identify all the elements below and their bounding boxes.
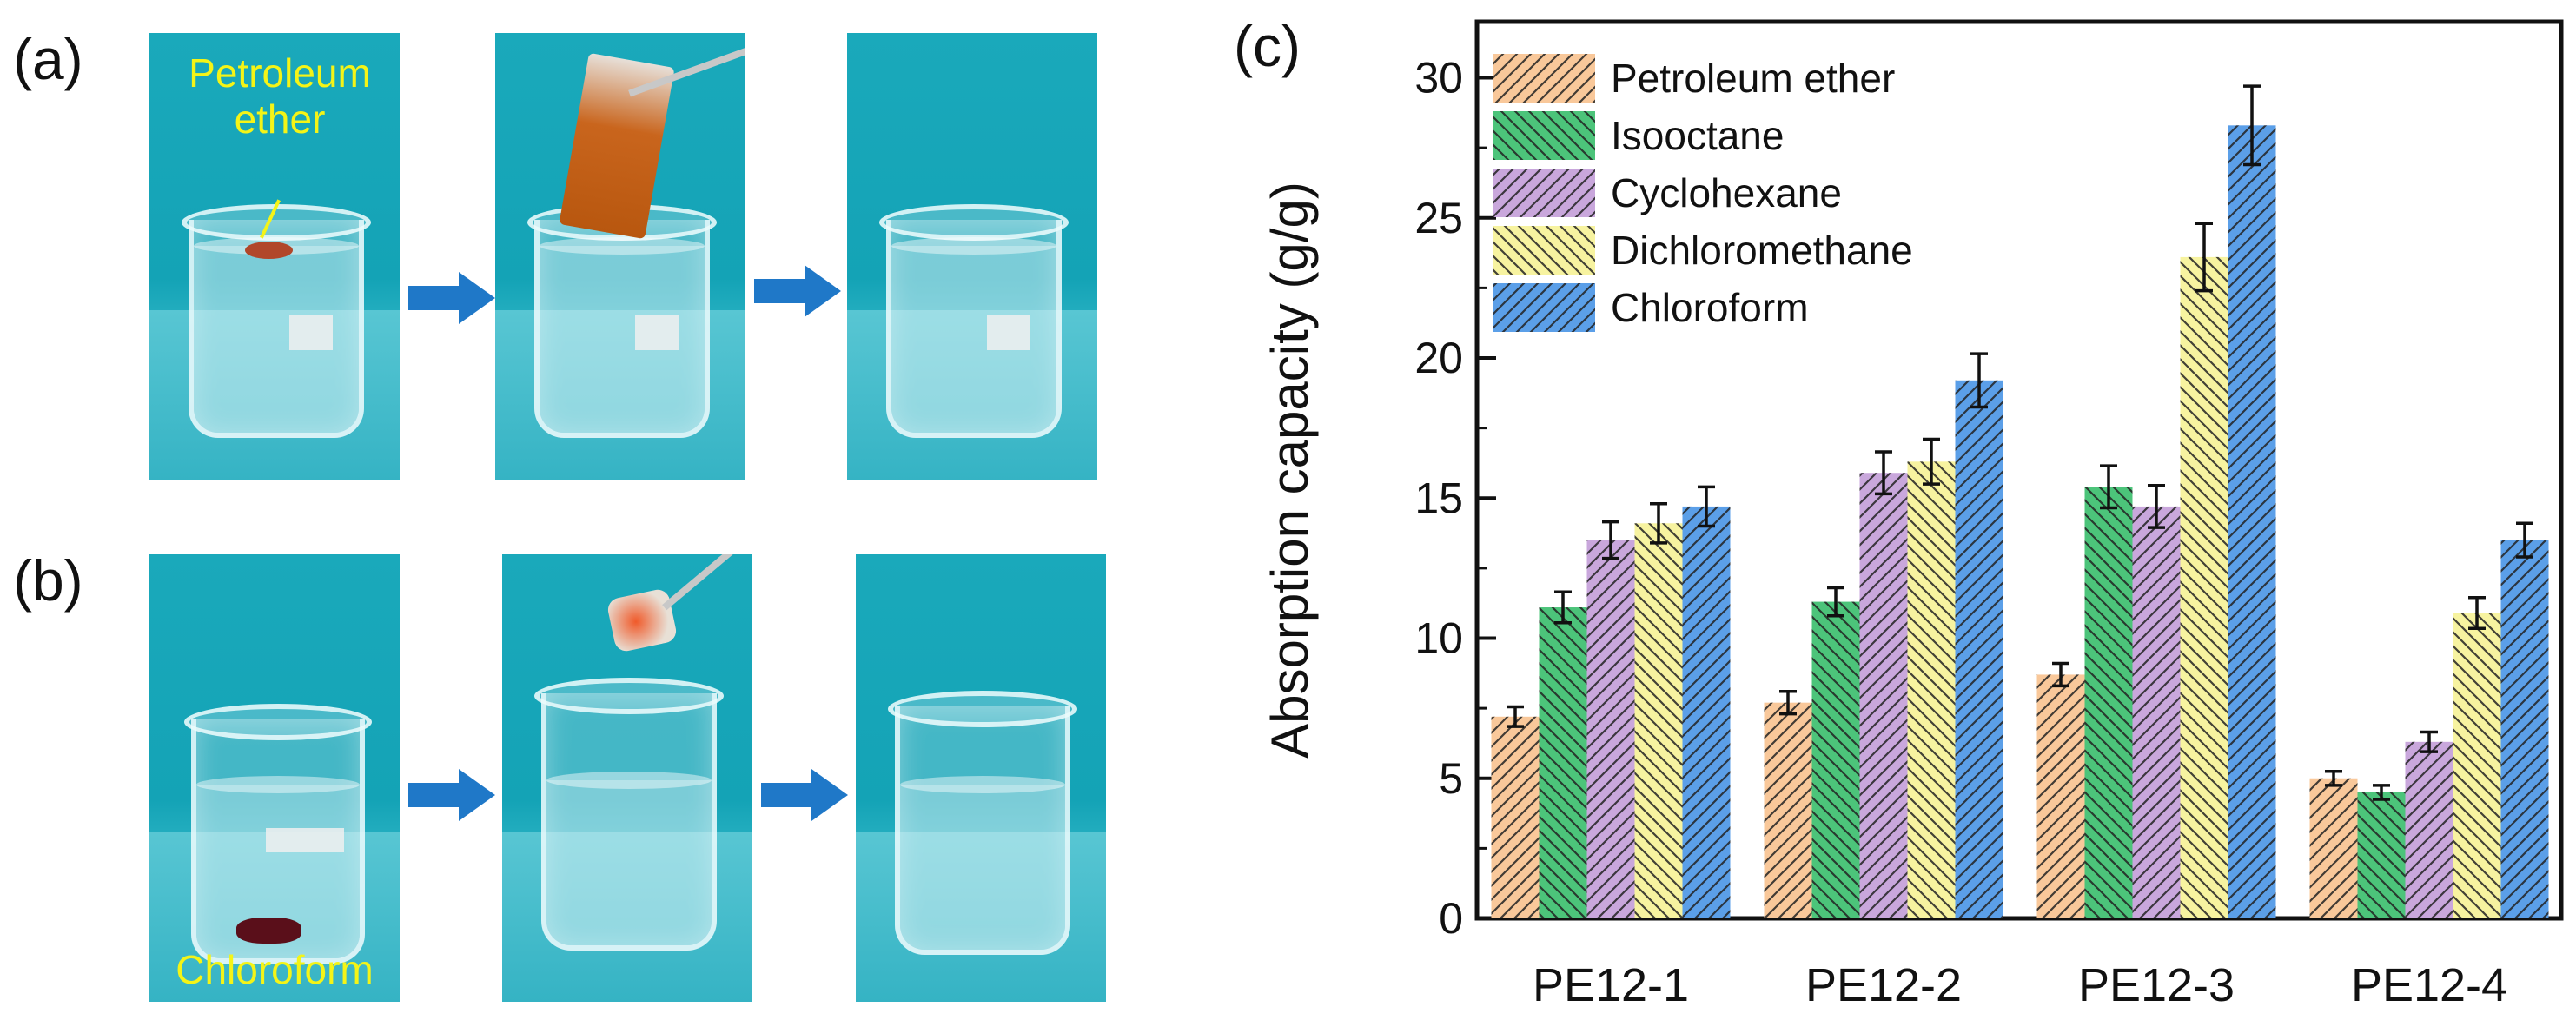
legend-label: Dichloromethane bbox=[1611, 228, 1913, 273]
oil-droplet bbox=[245, 242, 293, 259]
chloroform-droplet bbox=[236, 918, 301, 944]
plot-frame bbox=[1474, 19, 2564, 921]
bar-hatch bbox=[1586, 540, 1635, 918]
y-axis-label: Absorption capacity (g/g) bbox=[1261, 182, 1319, 759]
y-tick-label: 5 bbox=[1439, 754, 1463, 803]
arrow-icon bbox=[754, 265, 841, 317]
x-tick-label: PE12-1 bbox=[1533, 959, 1689, 1011]
bar-hatch bbox=[1634, 523, 1683, 918]
arrow-icon bbox=[408, 769, 495, 821]
legend-swatch-hatch bbox=[1493, 54, 1595, 103]
y-tick-label: 30 bbox=[1414, 54, 1463, 103]
legend-label: Cyclohexane bbox=[1611, 170, 1842, 215]
chloroform-annotation: Chloroform bbox=[175, 947, 374, 992]
legend-swatch-hatch bbox=[1493, 169, 1595, 217]
arrow-icon bbox=[408, 272, 495, 324]
y-tick-label: 10 bbox=[1414, 614, 1463, 663]
bar-hatch bbox=[2405, 741, 2453, 918]
bar-hatch bbox=[1682, 506, 1731, 918]
photo-a3-clean-water bbox=[847, 33, 1097, 480]
bar-hatch bbox=[1539, 607, 1587, 918]
legend-label: Chloroform bbox=[1611, 285, 1809, 330]
bar-hatch bbox=[1811, 601, 1860, 918]
bar-hatch bbox=[1491, 716, 1540, 918]
panel-label-a: (a) bbox=[13, 27, 83, 91]
bar-hatch bbox=[2084, 487, 2133, 918]
beaker bbox=[888, 691, 1077, 955]
y-tick-label: 15 bbox=[1414, 474, 1463, 522]
legend-swatch-hatch bbox=[1493, 226, 1595, 275]
panel-label-b: (b) bbox=[13, 548, 83, 613]
legend-swatch-hatch bbox=[1493, 111, 1595, 160]
bar-hatch bbox=[2453, 613, 2501, 918]
y-tick-label: 25 bbox=[1414, 194, 1463, 242]
bar-hatch bbox=[1859, 473, 1908, 918]
x-tick-label: PE12-4 bbox=[2351, 959, 2507, 1011]
bar-hatch bbox=[2357, 792, 2406, 918]
photo-b3-clean-water bbox=[856, 554, 1106, 1002]
photo-a2-sponge-absorbing bbox=[495, 33, 745, 480]
beaker bbox=[879, 204, 1069, 438]
bar-hatch bbox=[2309, 778, 2358, 918]
photo-a1-beaker-with-petroleum-ether: Petroleum ether bbox=[149, 33, 400, 480]
photo-b1-beaker-with-chloroform: Chloroform bbox=[149, 554, 400, 1002]
panel-label-c: (c) bbox=[1234, 14, 1301, 78]
beaker bbox=[534, 678, 724, 951]
bar-hatch bbox=[1764, 702, 1812, 918]
x-tick-label: PE12-2 bbox=[1805, 959, 1962, 1011]
bar-hatch bbox=[2132, 506, 2181, 918]
bar-hatch bbox=[2500, 540, 2549, 918]
photo-b2-sponge-absorbing bbox=[502, 554, 752, 1002]
legend-label: Petroleum ether bbox=[1611, 56, 1895, 101]
bar-hatch bbox=[1955, 380, 2003, 918]
y-tick-label: 0 bbox=[1439, 894, 1463, 943]
legend-swatch-hatch bbox=[1493, 283, 1595, 332]
legend-label: Isooctane bbox=[1611, 113, 1784, 158]
bar-hatch bbox=[2228, 125, 2276, 918]
beaker bbox=[527, 204, 717, 438]
bar-hatch bbox=[2180, 256, 2228, 918]
x-tick-label: PE12-3 bbox=[2078, 959, 2235, 1011]
y-tick-label: 20 bbox=[1414, 334, 1463, 382]
petroleum-ether-annotation: Petroleum ether bbox=[189, 50, 371, 142]
bar-hatch bbox=[2036, 674, 2085, 918]
arrow-icon bbox=[761, 769, 848, 821]
bar-hatch bbox=[1907, 461, 1956, 918]
